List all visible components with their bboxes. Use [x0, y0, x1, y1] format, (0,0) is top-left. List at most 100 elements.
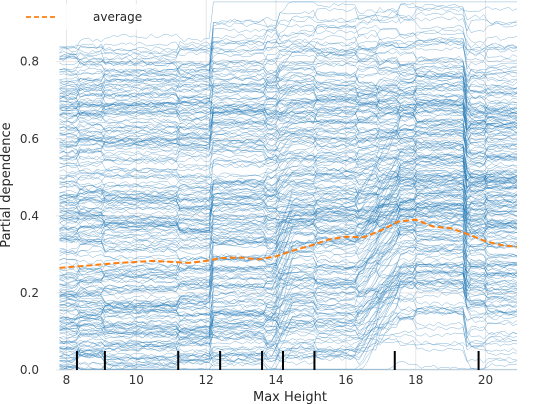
- ice-line-44: [59, 166, 518, 284]
- ice-line-242: [59, 169, 518, 241]
- ice-line-26: [59, 138, 518, 172]
- ice-line-76: [59, 223, 518, 333]
- ice-line-114: [59, 2, 518, 54]
- ice-line-39: [59, 7, 518, 56]
- ice-line-204: [59, 171, 518, 213]
- ice-line-206: [59, 228, 518, 319]
- ice-line-196: [59, 38, 518, 79]
- ice-line-174: [59, 145, 518, 208]
- ice-line-245: [59, 106, 518, 155]
- ice-line-185: [59, 237, 518, 284]
- series-layer: [59, 218, 518, 269]
- y-axis-label: Partial dependence: [0, 122, 14, 247]
- ice-line-244: [59, 173, 518, 207]
- ice-line-179: [59, 178, 518, 252]
- ice-line-191: [59, 200, 518, 227]
- ice-line-150: [59, 216, 518, 252]
- ice-line-251: [59, 133, 518, 183]
- ice-line-83: [59, 269, 518, 370]
- ice-line-59: [59, 125, 518, 187]
- ice-line-113: [59, 45, 518, 83]
- ice-line-258: [59, 77, 518, 148]
- ice-line-160: [59, 247, 518, 344]
- ice-line-60: [59, 146, 518, 232]
- ice-line-208: [59, 101, 518, 161]
- ice-line-109: [59, 7, 518, 59]
- ice-line-157: [59, 116, 518, 162]
- ice-line-79: [59, 243, 518, 347]
- x-axis-label: Max Height: [253, 390, 327, 404]
- y-tick-label-3: 0.6: [20, 132, 39, 146]
- ice-line-218: [59, 44, 518, 94]
- ice-line-256: [59, 204, 518, 318]
- ice-line-205: [59, 41, 518, 70]
- y-tick-label-4: 0.8: [20, 55, 39, 69]
- ice-line-254: [59, 142, 518, 166]
- ice-line-47: [59, 95, 518, 161]
- ice-line-86: [59, 53, 518, 83]
- ice-line-31: [59, 51, 518, 108]
- ice-line-144: [59, 227, 518, 346]
- ice-line-173: [59, 122, 518, 180]
- ice-line-194: [59, 266, 518, 362]
- ice-line-257: [59, 201, 518, 229]
- ice-line-186: [59, 177, 518, 293]
- ice-line-137: [59, 202, 518, 299]
- legend-label-average: average: [93, 10, 142, 24]
- ice-line-184: [59, 11, 518, 83]
- ice-line-253: [59, 97, 518, 136]
- ice-line-259: [59, 173, 518, 228]
- ice-line-252: [59, 304, 518, 338]
- ice-line-34: [59, 96, 517, 118]
- ice-line-163: [59, 93, 518, 132]
- rug-marks: [75, 351, 480, 370]
- legend-box: [20, 4, 150, 30]
- ice-line-230: [59, 50, 518, 82]
- ice-line-147: [59, 196, 518, 286]
- ice-line-117: [59, 106, 518, 262]
- ice-line-127: [59, 270, 518, 370]
- ice-line-164: [59, 153, 518, 316]
- ice-line-199: [59, 184, 518, 340]
- ice-line-21: [59, 160, 518, 207]
- ice-line-129: [59, 74, 518, 105]
- ice-line-73: [59, 133, 518, 182]
- ice-line-121: [59, 87, 518, 117]
- ice-line-255: [59, 250, 518, 289]
- ice-line-234: [59, 84, 518, 130]
- ice-line-231: [59, 184, 518, 214]
- ice-line-136: [59, 288, 518, 314]
- ice-line-235: [59, 253, 518, 364]
- ice-line-167: [59, 190, 518, 334]
- ice-line-132: [59, 323, 518, 364]
- ice-line-133: [59, 172, 518, 216]
- ice-line-209: [59, 154, 518, 223]
- ice-line-240: [59, 180, 518, 309]
- ice-line-111: [59, 208, 518, 321]
- ice-line-189: [59, 281, 518, 367]
- x-tick-labels: 8 10 12 14 16 18 20: [63, 373, 494, 387]
- x-tick-label-3: 14: [268, 373, 283, 387]
- ice-line-1: [59, 98, 518, 152]
- ice-line-238: [59, 103, 518, 127]
- x-tick-label-5: 18: [408, 373, 423, 387]
- ice-line-233: [59, 148, 518, 204]
- x-tick-label-6: 20: [478, 373, 493, 387]
- ice-line-223: [59, 199, 518, 250]
- ice-line-159: [59, 47, 518, 112]
- y-tick-label-1: 0.2: [20, 286, 39, 300]
- ice-line-171: [59, 160, 518, 213]
- ice-line-14: [59, 282, 518, 335]
- ice-line-215: [59, 69, 518, 136]
- ice-line-139: [59, 246, 518, 326]
- x-tick-label-2: 12: [199, 373, 214, 387]
- ice-line-106: [59, 215, 518, 247]
- ice-line-236: [59, 1, 517, 49]
- ice-line-118: [59, 265, 518, 356]
- ice-line-141: [59, 293, 518, 370]
- ice-line-28: [59, 277, 518, 320]
- legend: average: [20, 4, 150, 30]
- ice-line-27: [59, 62, 518, 95]
- ice-line-119: [59, 236, 518, 298]
